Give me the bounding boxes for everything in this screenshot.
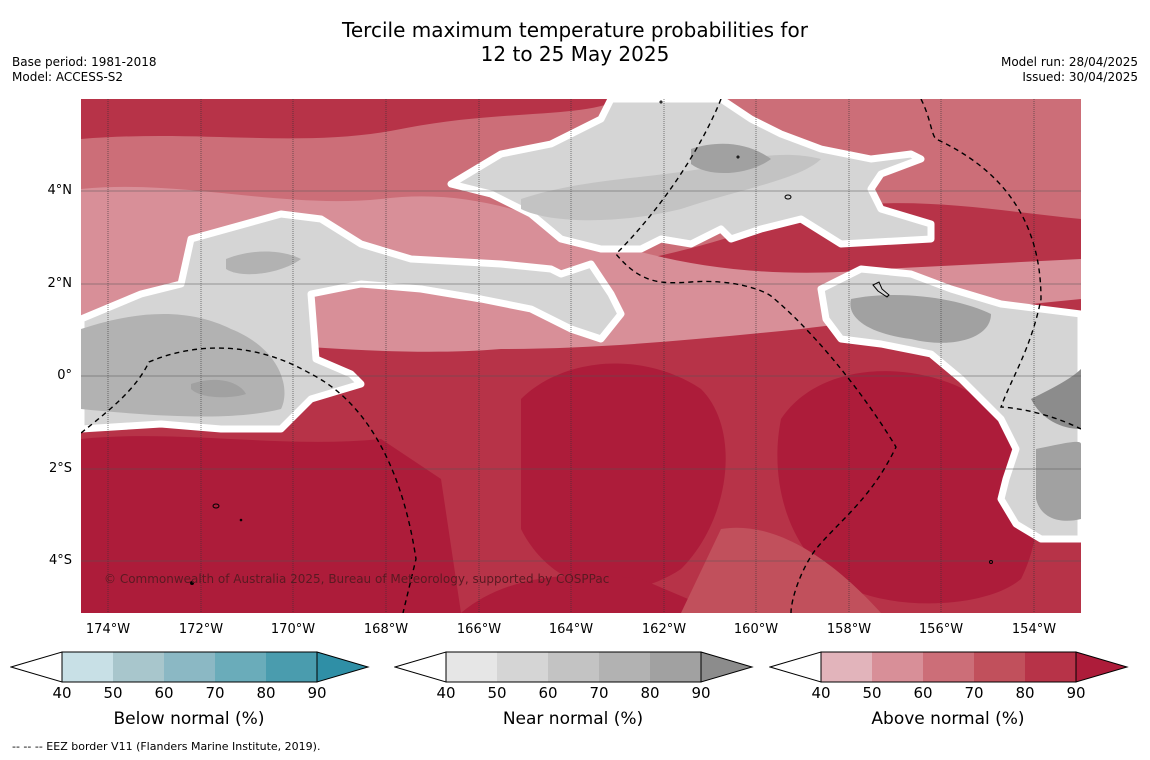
colorbar-near-segment-5 [650,652,701,682]
colorbar-near-tick-60: 60 [538,684,558,702]
lat-label-4n: 4°N [47,183,73,198]
model-name: Model: ACCESS-S2 [12,70,124,84]
near-normal-west-patch [226,251,301,275]
colorbar-near-normal: 40 50 60 70 80 90 Near normal (%) [394,650,764,760]
near-normal-east [817,265,1081,543]
colorbar-below-outline [61,651,318,683]
colorbar-near-tick-90: 90 [691,684,711,702]
above-core-west [81,436,461,613]
copyright-notice: © Commonwealth of Australia 2025, Bureau… [104,572,610,586]
title-line-2: 12 to 25 May 2025 [480,42,670,66]
colorbar-near-title: Near normal (%) [502,709,644,729]
map-title: Tercile maximum temperature probabilitie… [0,18,1150,66]
near-normal-east-core [850,294,991,343]
lon-label-162w: 162°W [641,622,687,637]
colorbar-above-title: Above normal (%) [871,709,1025,729]
title-line-1: Tercile maximum temperature probabilitie… [342,18,808,42]
colorbar-above-segment-2 [872,652,923,682]
colorbar-below-tick-80: 80 [256,684,276,702]
colorbar-above-tick-80: 80 [1015,684,1035,702]
lon-label-156w: 156°W [918,622,964,637]
colorbar-below-tick-40: 40 [52,684,72,702]
meta-right: Model run: 28/04/2025 Issued: 30/04/2025 [1001,55,1138,85]
graticule-parallels [81,190,1081,562]
lon-label-174w: 174°W [85,622,131,637]
colorbar-below-tick-90: 90 [307,684,327,702]
colorbar-near-arrow-high [700,651,754,683]
colorbar-above-tick-90: 90 [1066,684,1086,702]
colorbar-below-normal: 40 50 60 70 80 90 Below normal (%) [10,650,380,760]
lon-label-172w: 172°W [178,622,224,637]
colorbar-above-arrow-low [769,651,822,683]
colorbar-above-tick-70: 70 [964,684,984,702]
colorbar-below-segment-1 [62,652,113,682]
issued-date: Issued: 30/04/2025 [1022,70,1138,84]
colorbar-near-tick-70: 70 [589,684,609,702]
colorbar-near-tick-80: 80 [640,684,660,702]
near-normal-west-peak [191,379,246,398]
colorbar-above-segment-1 [821,652,872,682]
colorbar-near-segment-1 [446,652,497,682]
eez-footnote: -- -- -- EEZ border V11 (Flanders Marine… [12,740,321,753]
lon-label-170w: 170°W [270,622,316,637]
colorbar-above-tick-50: 50 [862,684,882,702]
above-core-central [521,363,726,590]
lon-label-164w: 164°W [548,622,594,637]
lat-label-2s: 2°S [48,461,72,476]
colorbar-below-segment-5 [266,652,317,682]
lon-label-160w: 160°W [733,622,779,637]
graticule-meridians [107,99,1035,613]
colorbar-near-segment-4 [599,652,650,682]
colorbar-below-segment-3 [164,652,215,682]
colorbar-above-outline [820,651,1077,683]
model-run: Model run: 28/04/2025 [1000,55,1138,69]
colorbar-near-outline [445,651,702,683]
colorbar-above-tick-60: 60 [913,684,933,702]
meta-left: Base period: 1981-2018 Model: ACCESS-S2 [12,55,157,85]
map-panel [81,99,1081,613]
lat-label-4s: 4°S [48,553,72,568]
colorbar-above-arrow-high [1075,651,1129,683]
colorbar-below-tick-60: 60 [154,684,174,702]
near-normal-east-lower [1036,441,1081,521]
lat-label-2n: 2°N [47,276,73,291]
colorbar-above-segment-4 [974,652,1025,682]
colorbar-below-segment-2 [113,652,164,682]
colorbar-above-normal: 40 50 60 70 80 90 Above normal (%) [769,650,1139,760]
colorbar-near-normal-swatches [394,651,754,683]
colorbar-near-tick-50: 50 [487,684,507,702]
probability-map [81,99,1081,613]
colorbar-below-normal-swatches [10,651,370,683]
colorbar-above-segment-3 [923,652,974,682]
colorbar-below-arrow-high [316,651,370,683]
colorbar-below-tick-50: 50 [103,684,123,702]
above-core-south [461,575,721,613]
colorbar-above-normal-swatches [769,651,1129,683]
colorbar-above-segment-5 [1025,652,1076,682]
colorbar-below-title: Below normal (%) [113,709,265,729]
colorbar-above-tick-40: 40 [811,684,831,702]
base-period: Base period: 1981-2018 [12,55,157,69]
lon-label-158w: 158°W [826,622,872,637]
colorbar-near-segment-3 [548,652,599,682]
lat-label-0: 0° [57,368,72,383]
lon-label-154w: 154°W [1011,622,1057,637]
lon-label-168w: 168°W [363,622,409,637]
near-normal-north-core [691,143,771,174]
colorbar-near-arrow-low [394,651,447,683]
eez-borders [81,99,1081,613]
islands [190,100,993,585]
lon-label-166w: 166°W [456,622,502,637]
above-core-east [777,371,1038,604]
colorbar-near-segment-2 [497,652,548,682]
colorbar-below-tick-70: 70 [205,684,225,702]
colorbar-below-arrow-low [10,651,63,683]
colorbar-near-tick-40: 40 [436,684,456,702]
colorbar-below-segment-4 [215,652,266,682]
above-band-south [681,527,881,613]
